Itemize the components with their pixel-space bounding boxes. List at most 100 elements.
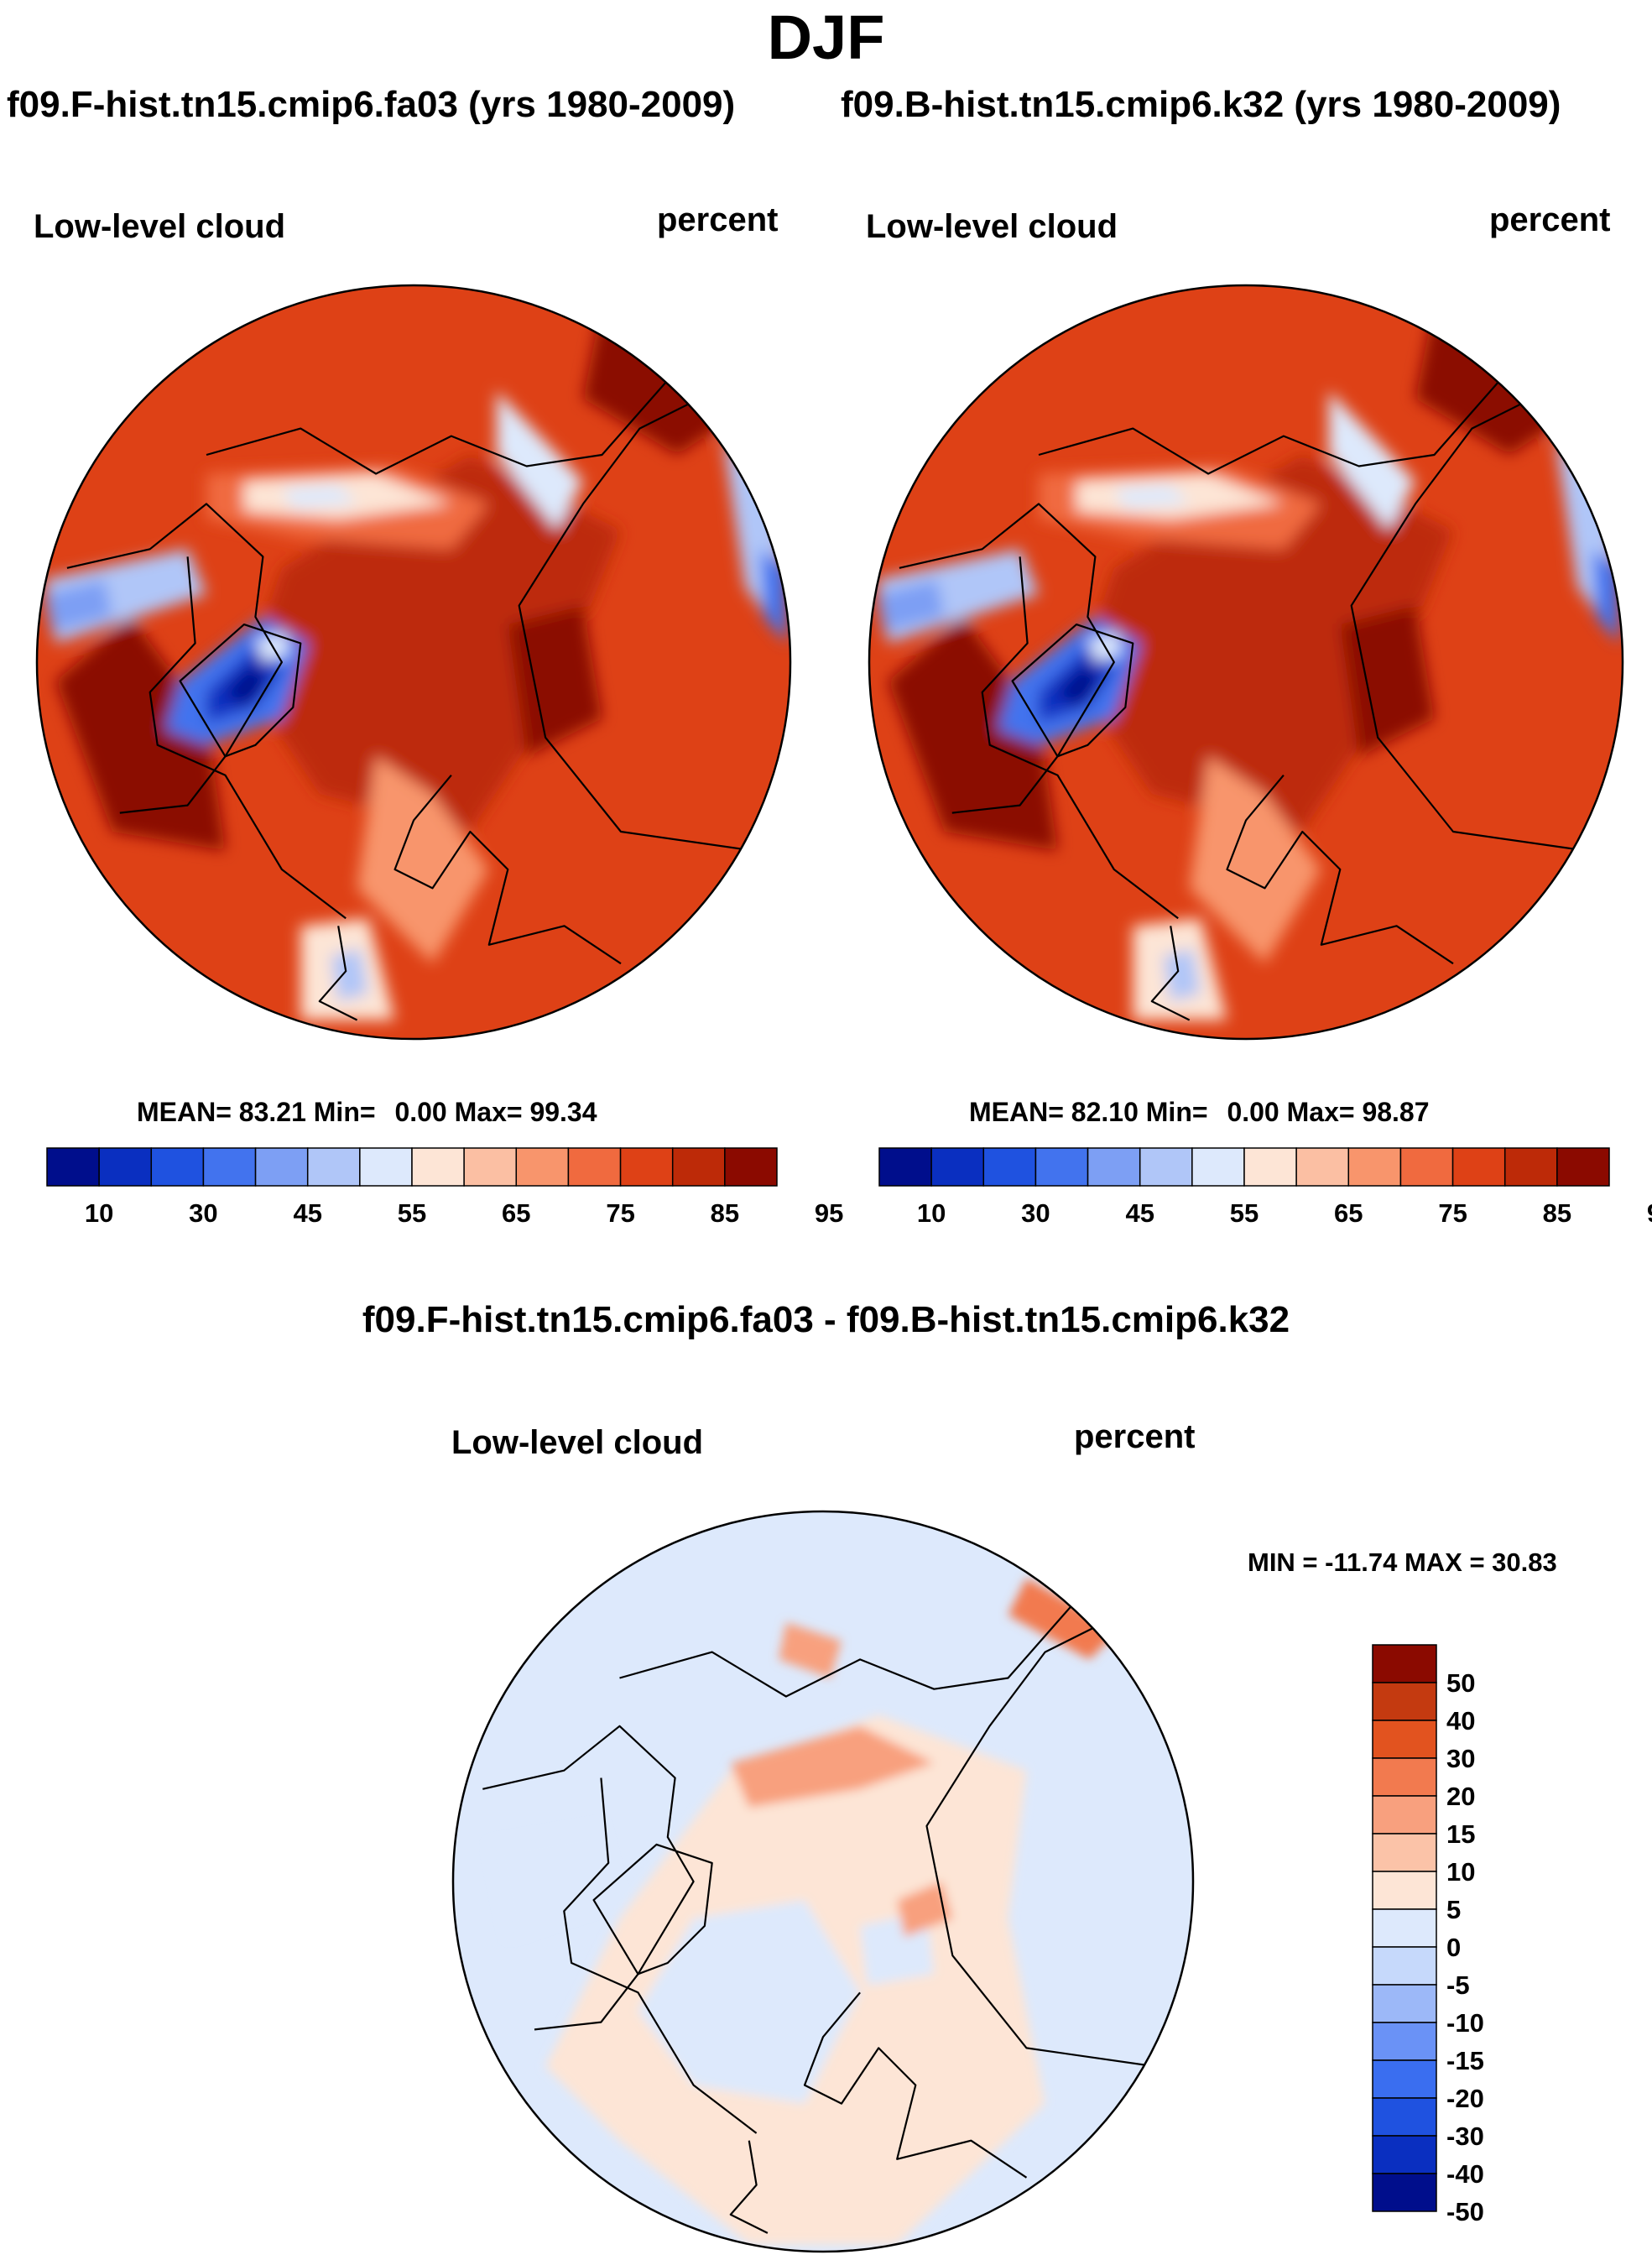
panel-b-coastline — [1038, 360, 1519, 475]
panel-b-colorbar-box-8 — [1295, 1147, 1350, 1187]
panel-a-colorbar-box-11 — [619, 1147, 674, 1187]
difference-min-max: MIN = -11.74 MAX = 30.83 — [1248, 1548, 1557, 1577]
panel-a-coastline — [393, 774, 622, 965]
panel-a-field-contour — [357, 756, 489, 964]
panel-a-colorbar-tick-label: 55 — [398, 1198, 426, 1228]
panel-b-colorbar: 10 30 45 55 65 75 85 95 — [878, 1147, 1652, 1228]
difference-colorbar-box-8 — [1372, 1946, 1437, 1986]
panel-b-colorbar-box-12 — [1503, 1147, 1558, 1187]
difference-colorbar-tick-label: 10 — [1446, 1857, 1475, 1887]
panel-b-max-label: Max= — [1286, 1097, 1355, 1127]
difference-colorbar-box-1 — [1372, 1682, 1437, 1721]
difference-colorbar-tick-label: 5 — [1446, 1895, 1461, 1924]
difference-field-contour — [897, 1882, 953, 1938]
difference-field-contour — [779, 1622, 842, 1678]
panel-b-field-contour — [1340, 605, 1435, 757]
panel-a-coastline — [149, 556, 347, 920]
difference-colorbar-tick-label: -15 — [1446, 2046, 1484, 2075]
panel-a-min-value: 0.00 — [394, 1097, 447, 1127]
panel-a-field-contour — [44, 579, 112, 633]
difference-colorbar-box-7 — [1372, 1908, 1437, 1948]
panel-b-colorbar-box-5 — [1139, 1147, 1193, 1187]
difference-map — [451, 1510, 1195, 2253]
panel-b-colorbar-box-4 — [1087, 1147, 1141, 1187]
difference-colorbar-box-11 — [1372, 2059, 1437, 2099]
panel-a-coastline — [206, 360, 686, 475]
difference-colorbar-box-4 — [1372, 1795, 1437, 1835]
panel-b-field-contour — [1163, 948, 1201, 1002]
difference-map-border — [451, 1510, 1195, 2253]
panel-b-colorbar-box-7 — [1243, 1147, 1297, 1187]
panel-a-colorbar-tick-label: 10 — [85, 1198, 113, 1228]
panel-a-field-contour — [508, 605, 602, 757]
panel-a-field-contour — [331, 948, 369, 1002]
difference-colorbar-box-5 — [1372, 1833, 1437, 1872]
panel-b-colorbar-box-10 — [1399, 1147, 1454, 1187]
difference-field-contour — [638, 1900, 861, 2104]
panel-b-colorbar-box-11 — [1451, 1147, 1506, 1187]
panel-b-units-label: percent — [1489, 201, 1611, 238]
difference-field-contour — [1008, 1578, 1119, 1660]
panel-b-colorbar-tick-label: 55 — [1230, 1198, 1259, 1228]
panel-b-map — [868, 284, 1624, 1041]
panel-a-field-contour — [281, 485, 357, 508]
panel-a-colorbar-tick-label: 85 — [711, 1198, 739, 1228]
panel-b-colorbar-tick-label: 45 — [1125, 1198, 1154, 1228]
panel-a-colorbar-box-7 — [411, 1147, 465, 1187]
panel-a-colorbar-box-12 — [671, 1147, 726, 1187]
difference-colorbar-box-6 — [1372, 1871, 1437, 1910]
difference-colorbar-box-10 — [1372, 2022, 1437, 2061]
panel-a-title: f09.F-hist.tn15.cmip6.fa03 (yrs 1980-200… — [7, 84, 736, 125]
panel-b-colorbar-box-0 — [878, 1147, 932, 1187]
panel-a-max-label: Max= — [454, 1097, 523, 1127]
panel-a-coastline — [66, 503, 283, 814]
difference-colorbar-tick-label: 30 — [1446, 1744, 1475, 1773]
difference-units-label: percent — [1074, 1418, 1196, 1455]
difference-colorbar-tick-label: -40 — [1446, 2159, 1484, 2189]
panel-a-units-label: percent — [657, 201, 779, 238]
panel-b-colorbar-tick-label: 85 — [1543, 1198, 1571, 1228]
panel-b-colorbar-tick-label: 65 — [1334, 1198, 1363, 1228]
panel-a-colorbar-tick-label: 95 — [815, 1198, 843, 1228]
panel-a-variable-label: Low-level cloud — [34, 208, 286, 245]
panel-b-coastline — [899, 503, 1115, 814]
panel-b-colorbar-box-2 — [982, 1147, 1037, 1187]
panel-b-min-label: Min= — [1145, 1097, 1208, 1127]
panel-a-colorbar-tick-label: 75 — [606, 1198, 634, 1228]
panel-a-colorbar-box-10 — [567, 1147, 622, 1187]
panel-a-coastline — [318, 926, 358, 1021]
panel-a-colorbar: 10 30 45 55 65 75 85 95 — [46, 1147, 843, 1228]
panel-a-colorbar-box-6 — [359, 1147, 413, 1187]
panel-a-colorbar-box-2 — [150, 1147, 205, 1187]
panel-a-mean-label: MEAN= — [137, 1097, 232, 1127]
panel-b-title: f09.B-hist.tn15.cmip6.k32 (yrs 1980-2009… — [841, 84, 1561, 125]
difference-colorbar-tick-label: 0 — [1446, 1933, 1461, 1962]
panel-b-colorbar-box-6 — [1191, 1147, 1245, 1187]
panel-a-map-border — [35, 284, 792, 1041]
difference-colorbar-tick-label: -10 — [1446, 2008, 1484, 2038]
difference-coastline — [482, 1725, 695, 2031]
panel-a-colorbar-box-8 — [463, 1147, 518, 1187]
panel-b-field-contour — [1113, 485, 1190, 508]
panel-a-stats: MEAN= 83.21 Min= 0.00 Max= 99.34 — [137, 1097, 597, 1128]
panel-b-field-contour — [888, 617, 1058, 851]
difference-colorbar-box-9 — [1372, 1984, 1437, 2023]
difference-colorbar-tick-label: 15 — [1446, 1819, 1475, 1849]
difference-colorbar-tick-label: -30 — [1446, 2122, 1484, 2151]
panel-a-colorbar-tick-label: 45 — [293, 1198, 321, 1228]
figure-title: DJF — [767, 3, 885, 72]
difference-colorbar-tick-label: 40 — [1446, 1706, 1475, 1735]
panel-a-colorbar-box-1 — [98, 1147, 153, 1187]
difference-colorbar-box-3 — [1372, 1757, 1437, 1797]
difference-coastline — [729, 2140, 769, 2234]
difference-title: f09.F-hist.tn15.cmip6.fa03 - f09.B-hist.… — [362, 1299, 1290, 1340]
panel-b-colorbar-box-1 — [930, 1147, 985, 1187]
difference-colorbar-box-12 — [1372, 2097, 1437, 2137]
panel-a-coastline — [179, 624, 302, 758]
panel-a-colorbar-box-0 — [46, 1147, 100, 1187]
difference-coastline — [592, 1843, 713, 1976]
difference-colorbar-box-13 — [1372, 2135, 1437, 2174]
difference-colorbar-tick-label: -20 — [1446, 2084, 1484, 2113]
